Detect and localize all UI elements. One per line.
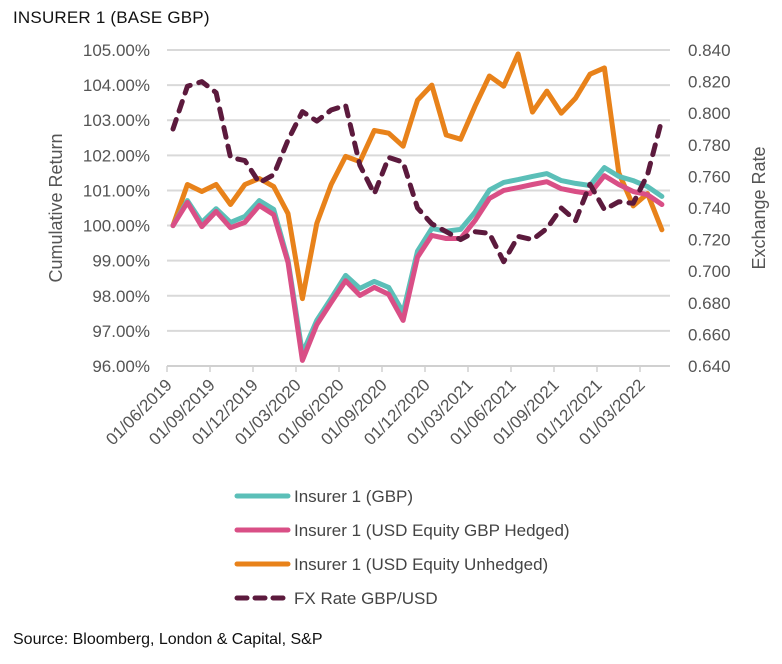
legend-label: Insurer 1 (USD Equity Unhedged) bbox=[294, 555, 548, 574]
series-line-fx-rate bbox=[170, 79, 665, 265]
legend-label: FX Rate GBP/USD bbox=[294, 589, 438, 608]
y2-axis-title: Exchange Rate bbox=[749, 146, 769, 269]
y-axis-left: 96.00% 97.00% 98.00% 99.00% 100.00% 101.00% 10… bbox=[83, 41, 150, 376]
legend-label: Insurer 1 (GBP) bbox=[294, 487, 413, 506]
y2-tick-label: 0.800 bbox=[688, 104, 731, 123]
y2-tick-label: 0.680 bbox=[688, 294, 731, 313]
y-tick-label: 99.00% bbox=[92, 252, 150, 271]
y2-tick-label: 0.720 bbox=[688, 231, 731, 250]
y2-tick-label: 0.640 bbox=[688, 357, 731, 376]
y2-tick-label: 0.760 bbox=[688, 167, 731, 186]
y-tick-label: 101.00% bbox=[83, 181, 150, 200]
y2-tick-label: 0.840 bbox=[688, 41, 731, 60]
legend-label: Insurer 1 (USD Equity GBP Hedged) bbox=[294, 521, 570, 540]
gridlines bbox=[167, 49, 670, 332]
y2-tick-label: 0.780 bbox=[688, 136, 731, 155]
y-tick-label: 100.00% bbox=[83, 217, 150, 236]
source-note: Source: Bloomberg, London & Capital, S&P bbox=[13, 631, 323, 648]
series-line-usd-equity-gbp-hedged bbox=[170, 173, 665, 363]
y2-tick-label: 0.660 bbox=[688, 325, 731, 344]
y2-tick-label: 0.740 bbox=[688, 199, 731, 218]
y2-tick-label: 0.820 bbox=[688, 73, 731, 92]
y-axis-right: 0.640 0.660 0.680 0.700 0.720 0.740 0.760 0.780… bbox=[688, 41, 731, 376]
series-group bbox=[170, 51, 665, 363]
y-tick-label: 96.00% bbox=[92, 357, 150, 376]
series-line-usd-equity-unhedged bbox=[170, 51, 665, 302]
y-tick-label: 98.00% bbox=[92, 287, 150, 306]
y2-tick-label: 0.700 bbox=[688, 262, 731, 281]
x-axis: 01/06/201901/09/201901/12/201901/03/2020… bbox=[102, 365, 670, 449]
chart-title: INSURER 1 (BASE GBP) bbox=[13, 8, 210, 27]
y-tick-label: 104.00% bbox=[83, 76, 150, 95]
y-tick-label: 105.00% bbox=[83, 41, 150, 60]
series-line-insurer1-gbp bbox=[170, 165, 665, 356]
y-axis-title: Cumulative Return bbox=[46, 133, 66, 282]
legend: Insurer 1 (GBP) Insurer 1 (USD Equity GBP… bbox=[234, 487, 570, 608]
y-tick-label: 102.00% bbox=[83, 146, 150, 165]
y-tick-label: 97.00% bbox=[92, 322, 150, 341]
y-tick-label: 103.00% bbox=[83, 111, 150, 130]
